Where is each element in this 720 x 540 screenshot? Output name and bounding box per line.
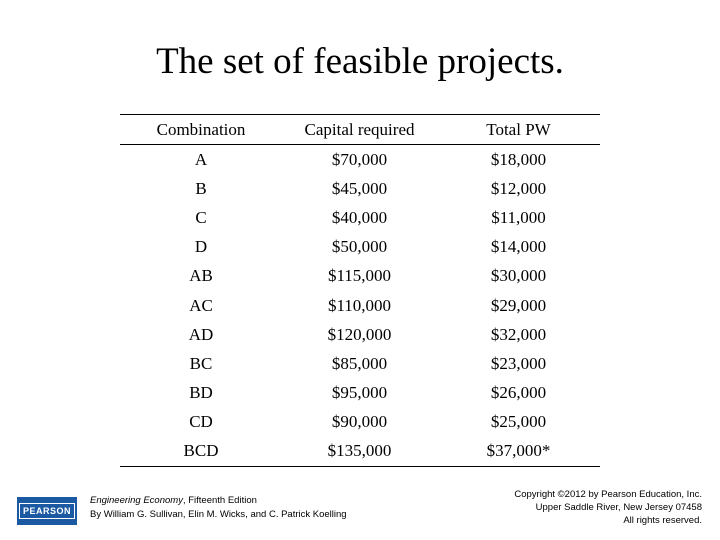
book-edition: , Fifteenth Edition	[182, 495, 257, 506]
pearson-logo: PEARSON	[17, 497, 77, 525]
header-capital-required: Capital required	[304, 119, 415, 139]
book-title: Engineering Economy	[90, 495, 183, 506]
header-combination: Combination	[156, 119, 246, 139]
cell-total-pw: $11,000	[491, 207, 546, 227]
table-header: Combination Capital required Total PW	[120, 115, 600, 145]
footer-citation: Engineering Economy, Fifteenth Edition B…	[90, 494, 347, 522]
cell-capital-required: $85,000	[331, 353, 388, 373]
cell-combination: C	[195, 207, 207, 227]
table-row: AC $110,000 $29,000	[120, 291, 600, 320]
table-row: CD $90,000 $25,000	[120, 408, 600, 437]
cell-total-pw: $37,000*	[486, 441, 551, 461]
table-row: B $45,000 $12,000	[120, 174, 600, 203]
cell-combination: AD	[188, 324, 214, 344]
cell-total-pw: $25,000	[490, 412, 547, 432]
table-row: C $40,000 $11,000	[120, 203, 600, 232]
table-row: AB $115,000 $30,000	[120, 262, 600, 291]
table-row: BC $85,000 $23,000	[120, 349, 600, 378]
cell-capital-required: $135,000	[327, 441, 392, 461]
cell-capital-required: $90,000	[331, 412, 388, 432]
cell-capital-required: $50,000	[331, 237, 388, 257]
cell-combination: BC	[189, 353, 213, 373]
table-row: BCD $135,000 $37,000*	[120, 437, 600, 466]
cell-capital-required: $110,000	[327, 295, 392, 315]
cell-capital-required: $45,000	[331, 178, 388, 198]
cell-combination: D	[194, 237, 208, 257]
rights-line: All rights reserved.	[623, 515, 702, 526]
table-row: D $50,000 $14,000	[120, 233, 600, 262]
footer-copyright: Copyright ©2012 by Pearson Education, In…	[514, 488, 702, 527]
cell-combination: CD	[189, 412, 213, 432]
cell-total-pw: $30,000	[490, 266, 547, 286]
cell-combination: BCD	[183, 441, 219, 461]
table-row: A $70,000 $18,000	[120, 145, 600, 174]
table-row: BD $95,000 $26,000	[120, 379, 600, 408]
cell-total-pw: $29,000	[490, 295, 547, 315]
cell-combination: B	[195, 178, 207, 198]
cell-combination: BD	[189, 383, 213, 403]
cell-combination: A	[194, 149, 208, 169]
cell-total-pw: $32,000	[490, 324, 547, 344]
table-row: AD $120,000 $32,000	[120, 320, 600, 349]
cell-total-pw: $12,000	[490, 178, 547, 198]
cell-total-pw: $23,000	[490, 353, 547, 373]
cell-capital-required: $40,000	[331, 207, 388, 227]
slide-title: The set of feasible projects.	[156, 41, 564, 82]
projects-table: Combination Capital required Total PW A $…	[120, 114, 600, 468]
address-line: Upper Saddle River, New Jersey 07458	[535, 502, 702, 513]
cell-capital-required: $95,000	[331, 383, 388, 403]
cell-capital-required: $115,000	[327, 266, 392, 286]
copyright-line: Copyright ©2012 by Pearson Education, In…	[514, 489, 702, 500]
cell-capital-required: $70,000	[331, 149, 388, 169]
table-body: A $70,000 $18,000 B $45,000 $12,000 C $40,000 $1…	[120, 145, 600, 466]
header-total-pw: Total PW	[486, 119, 551, 139]
cell-total-pw: $14,000	[490, 237, 547, 257]
cell-total-pw: $18,000	[490, 149, 547, 169]
cell-combination: AC	[189, 295, 213, 315]
cell-capital-required: $120,000	[327, 324, 392, 344]
book-authors: By William G. Sullivan, Elin M. Wicks, a…	[90, 509, 347, 520]
cell-total-pw: $26,000	[490, 383, 547, 403]
cell-combination: AB	[189, 266, 213, 286]
